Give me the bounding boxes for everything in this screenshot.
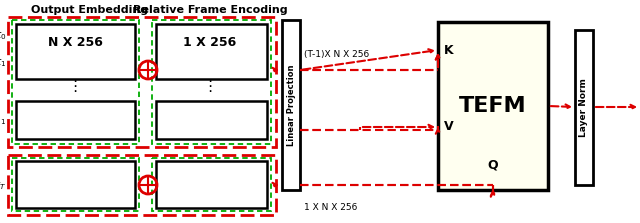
Bar	[12, 20, 139, 144]
Bar	[282, 20, 300, 190]
Bar	[8, 155, 276, 215]
Text: $t_0$: $t_0$	[0, 28, 6, 42]
Text: ⋮: ⋮	[202, 80, 218, 95]
Bar	[16, 161, 135, 208]
Bar	[156, 101, 267, 139]
Bar	[152, 20, 271, 144]
Text: $t_{T-1}$: $t_{T-1}$	[0, 113, 6, 127]
Text: $t_T$: $t_T$	[0, 178, 6, 192]
Text: TEFM: TEFM	[459, 96, 527, 116]
Bar	[16, 24, 135, 79]
Text: Q: Q	[488, 159, 499, 171]
Bar	[12, 158, 139, 211]
Text: Relative Frame Encoding: Relative Frame Encoding	[132, 5, 287, 15]
Text: V: V	[444, 120, 454, 134]
Bar	[16, 101, 135, 139]
Bar	[8, 17, 276, 147]
Bar	[438, 22, 548, 190]
Text: N X 256: N X 256	[47, 35, 102, 48]
Text: Linear Projection: Linear Projection	[287, 64, 296, 146]
Text: (T-1)X N X 256: (T-1)X N X 256	[304, 50, 369, 60]
Text: ⋮: ⋮	[67, 80, 83, 95]
Text: 1 X 256: 1 X 256	[184, 35, 237, 48]
Bar	[152, 158, 271, 211]
Text: Layer Norm: Layer Norm	[579, 78, 589, 137]
Bar	[156, 24, 267, 79]
Text: 1 X N X 256: 1 X N X 256	[304, 204, 357, 213]
Text: +: +	[143, 179, 154, 192]
Text: +: +	[143, 64, 154, 77]
Text: $t_1$: $t_1$	[0, 55, 6, 69]
Text: Output Embedding: Output Embedding	[31, 5, 148, 15]
Text: K: K	[444, 43, 454, 56]
Bar	[156, 161, 267, 208]
Bar	[575, 30, 593, 185]
